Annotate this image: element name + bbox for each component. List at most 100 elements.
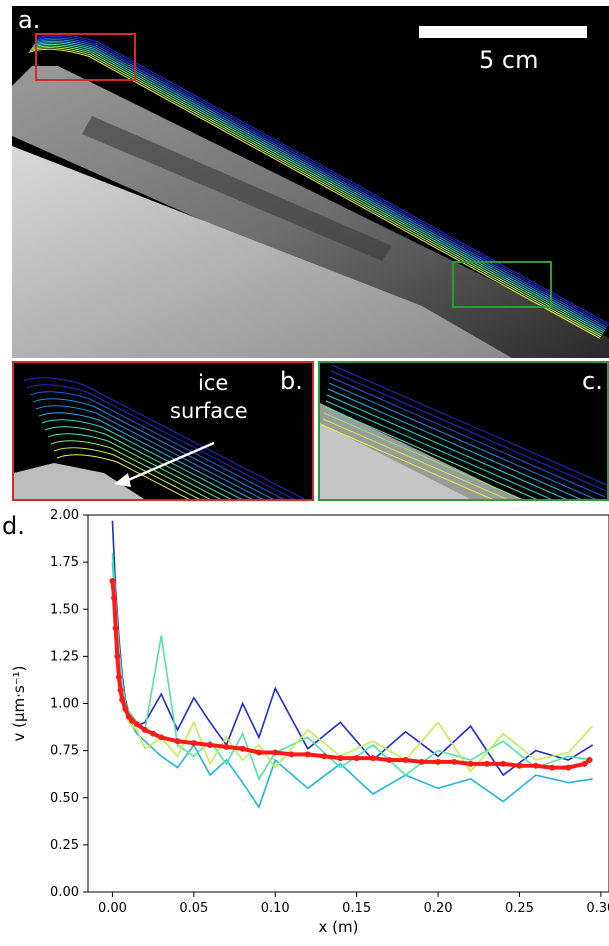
contour-line [29,47,602,338]
x-tick-label: 0.10 [261,901,290,916]
mean-point [119,696,126,703]
x-tick-label: 0.20 [424,901,453,916]
mean-point [288,751,295,758]
mean-point [549,764,556,771]
mean-point [272,749,279,756]
contour-line [34,39,607,330]
mean-point [109,577,116,584]
mean-point [337,755,344,762]
mean-point [174,738,181,745]
annotation-surface: surface [170,399,248,423]
y-tick-label: 0.00 [50,885,79,900]
panel-a-photo [12,26,609,358]
panel-a-label: a. [18,6,41,34]
annotation-arrow [125,441,215,483]
mean-point [150,730,157,737]
y-tick-label: 2.00 [50,508,79,523]
x-tick-label: 0.25 [505,901,534,916]
contour-line [44,426,232,499]
y-tick-label: 1.75 [50,555,79,570]
mean-point [114,653,121,660]
contour-line [50,440,211,499]
mean-point [500,760,507,767]
contour-line [33,40,606,331]
mean-point [158,734,165,741]
y-tick-label: 1.50 [50,602,79,617]
arrow-head-icon [114,473,131,487]
mean-point [581,760,588,767]
mean-point [255,749,262,756]
panel-b-zoom-red: b. ice surface [12,361,314,501]
contour-line [32,42,605,333]
contour-line [28,48,601,339]
mean-point [353,755,360,762]
y-ticks: 0.00 0.25 0.50 0.75 1.00 1.25 1.50 1.75 2.00 [50,508,88,900]
contour-line [47,433,222,499]
mean-point [321,753,328,760]
y-tick-label: 1.00 [50,697,79,712]
mean-point [304,751,311,758]
edge-contours [321,364,607,499]
mean-point [141,726,148,733]
base-block [12,146,512,358]
mean-point [418,758,425,765]
mean-point [532,762,539,769]
x-tick-label: 0.30 [586,901,609,916]
panel-c-photo [320,364,607,499]
mean-point [207,741,214,748]
mean-point [386,757,393,764]
contour-line [29,391,285,499]
contour-line [56,454,190,499]
contour-line [324,406,538,499]
mean-point [402,757,409,764]
mean-point [586,757,593,764]
contour-line [328,382,597,499]
contour-line [331,364,607,486]
mean-point [122,706,129,713]
y-tick-label: 1.25 [50,649,79,664]
x-tick-label: 0.05 [179,901,208,916]
mean-point [565,764,572,771]
mean-point [190,740,197,747]
mean-point [369,755,376,762]
x-axis-label: x (m) [319,918,359,936]
contour-line [322,418,508,499]
mean-point [115,674,122,681]
contour-line [327,388,582,499]
contour-line [36,35,609,327]
contour-line [330,370,607,492]
mean-point [435,758,442,765]
panel-d-label: d. [2,512,25,540]
mean-point [483,760,490,767]
velocity-chart: 0.00 0.05 0.10 0.15 0.20 0.25 0.30 0.00 0.25 0.5… [10,508,609,936]
contour-line [323,412,523,499]
mean-point [133,721,140,728]
series-line-1 [111,562,593,809]
ice-tip [14,463,144,499]
series-line-0 [111,520,594,777]
mean-point [112,625,119,632]
contour-line [53,447,200,499]
mean-point [239,745,246,752]
contour-line [37,34,609,325]
y-tick-label: 0.25 [50,838,79,853]
x-tick-label: 0.00 [98,901,127,916]
ice-edge-dark [320,423,470,499]
mean-point [516,762,523,769]
contour-line [38,412,253,499]
contour-line [26,384,295,499]
x-tick-label: 0.15 [342,901,371,916]
scale-bar [419,26,587,38]
contour-line [326,394,567,499]
zoom-box-green [452,261,552,308]
contour-line [329,376,606,498]
panel-b-label: b. [280,367,303,395]
mean-line [110,580,591,770]
contour-line [23,377,305,499]
mean-point [128,717,135,724]
zoom-box-red [35,33,136,81]
panel-a-image: a. 5 cm [12,6,609,358]
y-tick-label: 0.50 [50,791,79,806]
y-axis-label: v (µm·s⁻¹) [10,665,28,741]
ice-surface-contours [28,34,609,339]
